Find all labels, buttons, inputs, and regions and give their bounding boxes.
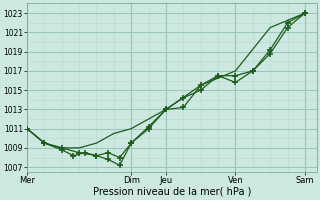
X-axis label: Pression niveau de la mer( hPa ): Pression niveau de la mer( hPa ): [92, 187, 251, 197]
